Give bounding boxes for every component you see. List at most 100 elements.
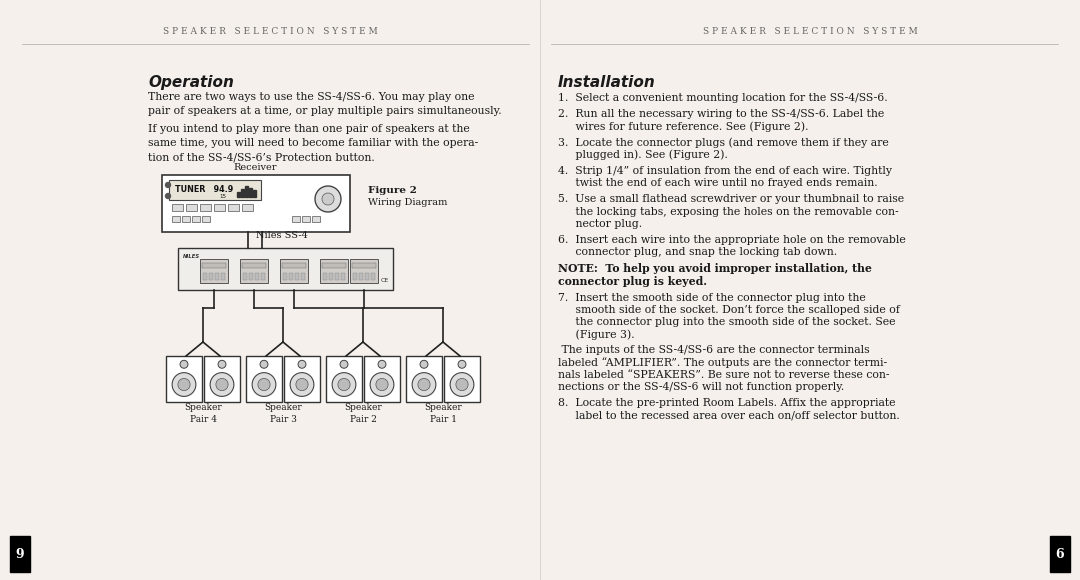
Text: twist the end of each wire until no frayed ends remain.: twist the end of each wire until no fray… [558,178,878,188]
Bar [284,356,320,402]
Text: Figure 2: Figure 2 [368,186,417,195]
Bar [240,259,268,283]
Bar [302,216,310,222]
Text: 6.  Insert each wire into the appropriate hole on the removable: 6. Insert each wire into the appropriate… [558,235,906,245]
Bar [172,216,180,222]
Circle shape [340,360,348,368]
Bar [172,204,183,211]
Circle shape [378,360,386,368]
Text: (Figure 3).: (Figure 3). [558,329,635,340]
Circle shape [165,194,171,198]
Circle shape [296,378,308,391]
Circle shape [178,378,190,391]
Bar [320,259,348,283]
Circle shape [458,360,465,368]
Bar [200,259,228,283]
Circle shape [252,372,275,396]
Text: smooth side of the socket. Don’t force the scalloped side of: smooth side of the socket. Don’t force t… [558,305,900,315]
Bar [353,273,357,280]
Bar [350,259,378,283]
Bar [352,263,376,268]
Text: connector plug, and snap the locking tab down.: connector plug, and snap the locking tab… [558,247,837,257]
Text: 2.  Run all the necessary wiring to the SS-4/SS-6. Label the: 2. Run all the necessary wiring to the S… [558,109,885,119]
Text: nector plug.: nector plug. [558,219,643,229]
Text: 3.  Locate the connector plugs (and remove them if they are: 3. Locate the connector plugs (and remov… [558,137,889,148]
FancyBboxPatch shape [178,248,393,290]
Text: wires for future reference. See (Figure 2).: wires for future reference. See (Figure … [558,121,809,132]
Circle shape [450,372,474,396]
Bar [444,356,480,402]
Bar [326,356,362,402]
Circle shape [333,372,356,396]
Circle shape [376,378,388,391]
Bar [202,216,210,222]
Bar [186,204,197,211]
Circle shape [338,378,350,391]
Text: label to the recessed area over each on/off selector button.: label to the recessed area over each on/… [558,411,900,420]
Text: plugged in). See (Figure 2).: plugged in). See (Figure 2). [558,150,728,160]
Text: nals labeled “SPEAKERS”. Be sure not to reverse these con-: nals labeled “SPEAKERS”. Be sure not to … [558,370,890,380]
Bar [210,273,213,280]
Circle shape [258,378,270,391]
Circle shape [218,360,226,368]
Bar [166,356,202,402]
Bar [312,216,320,222]
Bar [241,189,243,197]
Bar [280,259,308,283]
Circle shape [322,193,334,205]
Text: connector plug is keyed.: connector plug is keyed. [558,276,707,287]
Bar [372,273,375,280]
Bar [364,356,400,402]
Circle shape [260,360,268,368]
Circle shape [291,372,314,396]
Text: Installation: Installation [558,75,656,90]
Bar [204,356,240,402]
Text: There are two ways to use the SS-4/SS-6. You may play one
pair of speakers at a : There are two ways to use the SS-4/SS-6.… [148,92,501,117]
Text: the connector plug into the smooth side of the socket. See: the connector plug into the smooth side … [558,317,895,327]
Bar [322,263,346,268]
Text: Operation: Operation [148,75,234,90]
Text: Wiring Diagram: Wiring Diagram [368,198,447,207]
Bar [249,273,253,280]
Text: 5.  Use a small flathead screwdriver or your thumbnail to raise: 5. Use a small flathead screwdriver or y… [558,194,904,204]
Circle shape [456,378,468,391]
Text: Speaker
Pair 3: Speaker Pair 3 [265,403,302,424]
FancyBboxPatch shape [162,175,350,232]
Bar [242,204,253,211]
Text: the locking tabs, exposing the holes on the removable con-: the locking tabs, exposing the holes on … [558,206,899,216]
Bar [183,216,190,222]
Bar [10,536,30,572]
Text: The inputs of the SS-4/SS-6 are the connector terminals: The inputs of the SS-4/SS-6 are the conn… [558,346,869,356]
Bar [200,204,211,211]
Text: Speaker
Pair 1: Speaker Pair 1 [424,403,462,424]
Text: CE: CE [381,278,389,283]
Text: 6: 6 [1055,548,1064,560]
Text: 1.  Select a convenient mounting location for the SS-4/SS-6.: 1. Select a convenient mounting location… [558,93,888,103]
Circle shape [298,360,306,368]
Circle shape [370,372,394,396]
Bar [301,273,305,280]
Text: NOTE:  To help you avoid improper installation, the: NOTE: To help you avoid improper install… [558,263,872,274]
Bar [249,188,252,197]
Bar [228,204,239,211]
Bar [246,356,282,402]
Text: Speaker
Pair 2: Speaker Pair 2 [345,403,382,424]
Circle shape [420,360,428,368]
Bar [253,190,256,197]
Text: 9: 9 [16,548,25,560]
Text: nections or the SS-4/SS-6 will not function properly.: nections or the SS-4/SS-6 will not funct… [558,382,845,392]
Circle shape [216,378,228,391]
Bar [292,216,300,222]
Bar [221,273,225,280]
Circle shape [418,378,430,391]
Bar [255,273,259,280]
Text: labeled “AMPLIFIER”. The outputs are the connector termi-: labeled “AMPLIFIER”. The outputs are the… [558,358,887,368]
Bar [295,273,299,280]
Circle shape [315,186,341,212]
Bar [192,216,200,222]
Bar [237,192,240,197]
Bar [261,273,265,280]
Circle shape [165,183,171,187]
Text: S P E A K E R   S E L E C T I O N   S Y S T E M: S P E A K E R S E L E C T I O N S Y S T … [703,27,917,37]
Bar [282,263,306,268]
